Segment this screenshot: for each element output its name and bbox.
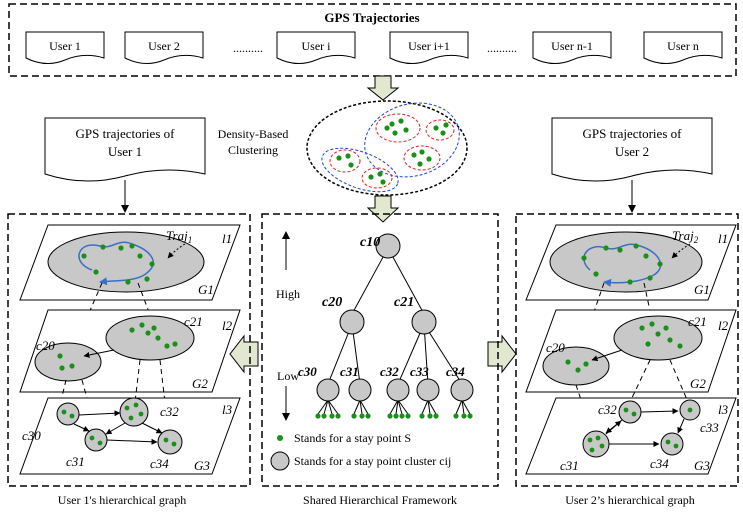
level-l2: l2 [718, 318, 729, 333]
node-c20: c20 [322, 295, 342, 310]
level-l1: l1 [222, 231, 232, 246]
svg-text:User 2: User 2 [615, 144, 649, 159]
level-l2: l2 [222, 318, 233, 333]
legend-point-text: Stands for a stay point S [294, 431, 411, 445]
node-c21: c21 [394, 295, 414, 310]
user-document-2: User 2 [124, 31, 204, 64]
traj-label: Traj2 [672, 228, 699, 245]
legend-point-icon [277, 435, 283, 441]
graph-g2: G2 [192, 376, 208, 391]
level-l3: l3 [222, 402, 233, 417]
level-l1: l1 [718, 231, 728, 246]
ellipsis-left: .......... [233, 41, 263, 55]
clustering-label-2: Clustering [228, 143, 278, 157]
node-c30: c30 [298, 364, 317, 379]
shared-framework: High Low [261, 213, 499, 487]
node-c31: c31 [340, 364, 359, 379]
cluster-c20: c20 [546, 340, 565, 355]
framework-caption: Shared Hierarchical Framework [303, 493, 457, 507]
svg-text:User 1: User 1 [49, 39, 81, 53]
user2-graph-caption: User 2’s hierarchical graph [565, 493, 695, 507]
cluster-c34: c34 [650, 456, 669, 471]
user-document-n: User n [643, 31, 723, 64]
cluster-c30: c30 [22, 428, 41, 443]
panel-title: GPS Trajectories [324, 10, 419, 25]
svg-text:User 1: User 1 [108, 144, 142, 159]
down-arrow-top [366, 75, 400, 101]
graph-g1: G1 [694, 282, 710, 297]
user-document-i: User i [276, 31, 356, 64]
legend-cluster-icon [270, 451, 290, 471]
user1-trajectory-document: GPS trajectories of User 1 [44, 117, 206, 182]
level-l3: l3 [718, 402, 729, 417]
right-arrow [487, 334, 517, 374]
svg-text:User n-1: User n-1 [551, 39, 593, 53]
user-document-n-minus-1: User n-1 [532, 31, 612, 64]
node-c33: c33 [410, 364, 429, 379]
node-c10: c10 [360, 235, 380, 250]
left-arrow [229, 334, 259, 374]
cluster-c21: c21 [688, 314, 707, 329]
node-c34: c34 [446, 364, 465, 379]
cluster-c31: c31 [560, 458, 579, 473]
clustering-label-1: Density-Based [218, 127, 289, 141]
user1-hierarchical-graph: Traj1 l1 G1 c20 c21 l2 G2 [7, 213, 251, 487]
cluster-c32: c32 [598, 402, 617, 417]
svg-text:GPS trajectories of: GPS trajectories of [76, 126, 176, 141]
svg-text:User 2: User 2 [148, 39, 180, 53]
cluster-c20: c20 [36, 338, 55, 353]
node-c32: c32 [380, 364, 399, 379]
user2-hierarchical-graph: Traj2 l1 G1 c20 c21 l2 G2 [515, 213, 739, 487]
clustering-block: Density-Based Clustering [218, 100, 468, 196]
ellipsis-right: .......... [487, 41, 517, 55]
cluster-c31: c31 [66, 454, 85, 469]
low-label: Low [277, 369, 299, 383]
graph-g2: G2 [690, 376, 706, 391]
graph-g1: G1 [198, 282, 214, 297]
graph-g3: G3 [194, 458, 210, 473]
svg-text:GPS trajectories of: GPS trajectories of [583, 126, 683, 141]
down-arrow-middle [366, 195, 400, 223]
svg-text:User n: User n [667, 39, 699, 53]
user1-graph-caption: User 1's hierarchical graph [58, 493, 186, 507]
traj-label: Traj1 [166, 228, 192, 245]
graph-g3: G3 [694, 458, 710, 473]
user-document-i-plus-1: User i+1 [389, 31, 469, 64]
legend-cluster-text: Stands for a stay point cluster cij [294, 454, 451, 468]
cluster-c33: c33 [700, 420, 719, 435]
user2-trajectory-document: GPS trajectories of User 2 [551, 117, 713, 182]
svg-text:User i: User i [302, 39, 332, 53]
user-document-1: User 1 [25, 31, 105, 64]
high-label: High [276, 287, 300, 301]
cluster-c21: c21 [184, 314, 203, 329]
cluster-c32: c32 [160, 404, 179, 419]
cluster-c34: c34 [150, 456, 169, 471]
svg-text:User i+1: User i+1 [408, 39, 450, 53]
gps-trajectories-panel: GPS Trajectories User 1 User 2 .........… [8, 3, 737, 77]
